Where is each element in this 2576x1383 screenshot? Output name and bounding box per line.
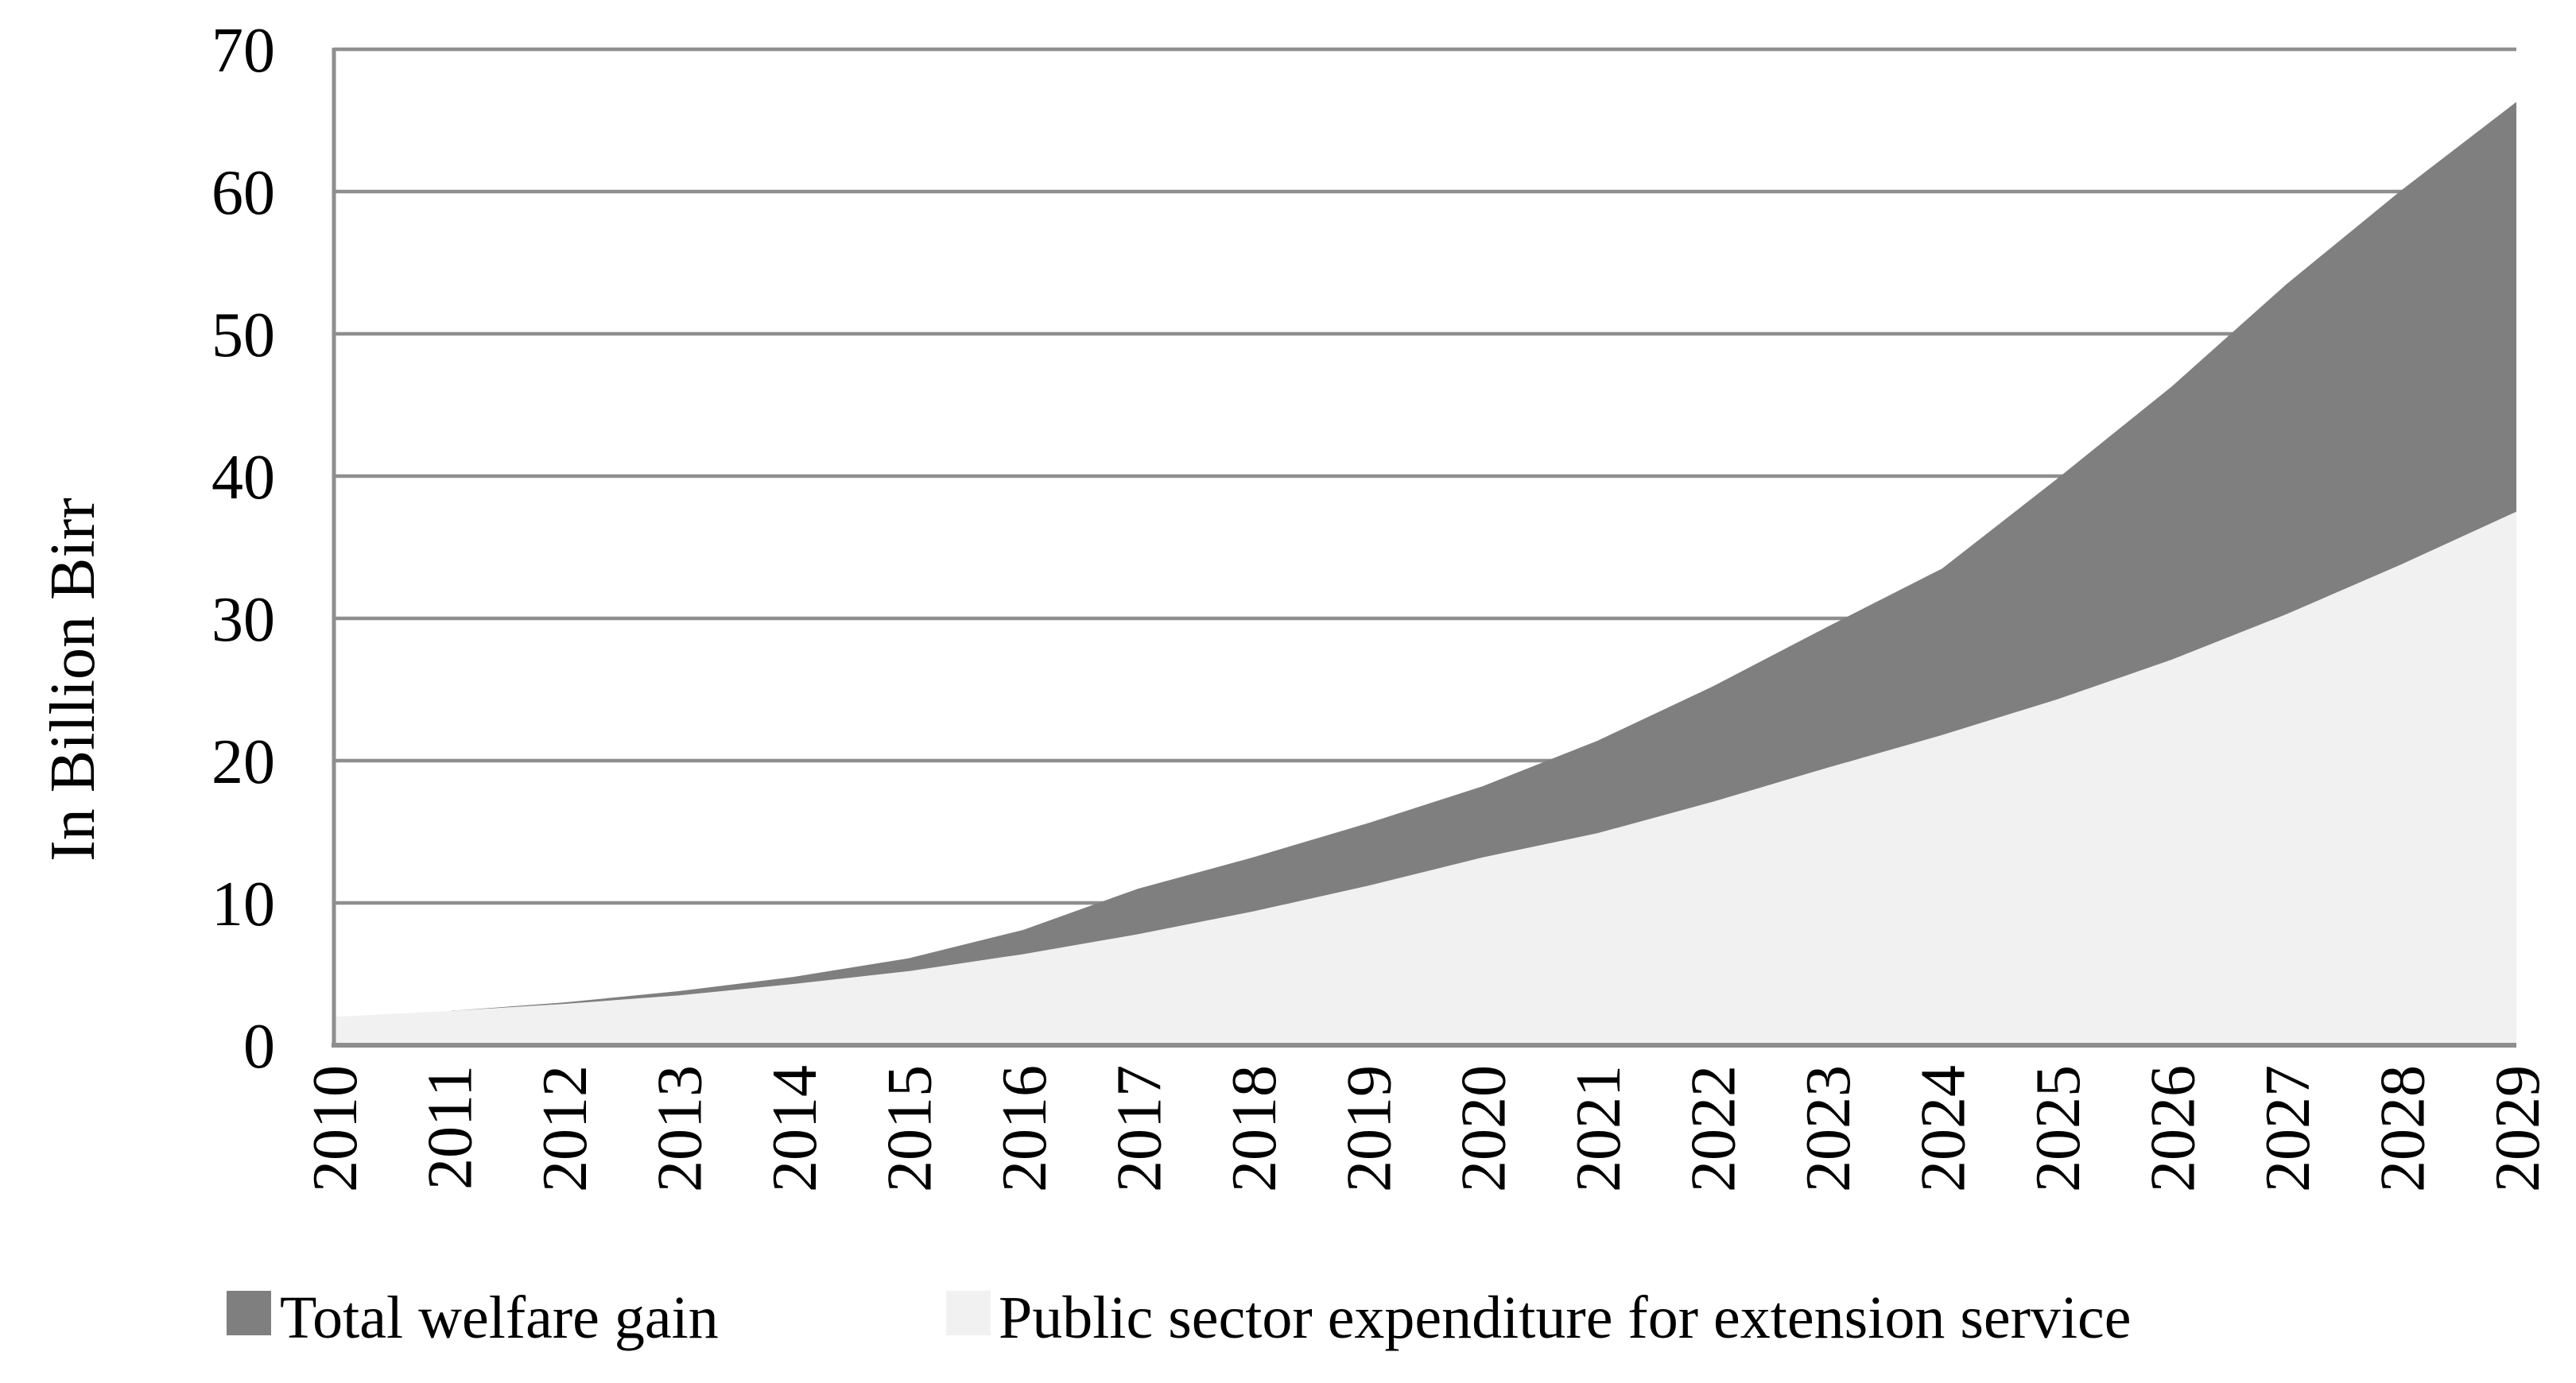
y-tick-label-30: 30 [211,585,275,655]
x-tick-label-2027: 2027 [2253,1065,2323,1192]
y-tick-label-60: 60 [211,158,275,228]
x-tick-label-2020: 2020 [1449,1065,1519,1192]
x-tick-label-2011: 2011 [415,1065,485,1190]
x-tick-label-2028: 2028 [2368,1065,2438,1192]
x-tick-label-2014: 2014 [760,1065,830,1192]
y-tick-label-40: 40 [211,443,275,513]
legend-swatch-public-sector-expenditure [946,1291,991,1335]
y-tick-labels: 0 10 20 30 40 50 60 70 [211,16,275,1082]
x-tick-labels: 2010 2011 2012 2013 2014 2015 2016 2017 2018 2019… [301,1065,2553,1192]
x-tick-label-2029: 2029 [2483,1065,2553,1192]
legend-swatch-total-welfare-gain [227,1291,271,1335]
x-tick-label-2022: 2022 [1679,1065,1749,1192]
x-tick-label-2010: 2010 [301,1065,370,1192]
legend-label-public-sector-expenditure: Public sector expenditure for extension … [999,1284,2132,1351]
area-series-layer [334,102,2516,1045]
x-tick-label-2025: 2025 [2023,1065,2093,1192]
legend-label-total-welfare-gain: Total welfare gain [280,1284,719,1351]
x-tick-label-2013: 2013 [645,1065,715,1192]
x-tick-label-2021: 2021 [1564,1065,1634,1192]
x-tick-label-2016: 2016 [990,1065,1060,1192]
x-tick-label-2019: 2019 [1334,1065,1404,1192]
y-tick-label-70: 70 [211,16,275,86]
area-total-welfare-gain [334,102,2516,1017]
x-tick-label-2023: 2023 [1794,1065,1864,1192]
y-tick-label-10: 10 [211,870,275,939]
y-tick-label-50: 50 [211,300,275,370]
y-tick-label-20: 20 [211,727,275,797]
area-public-sector-expenditure [334,511,2516,1045]
y-tick-label-0: 0 [243,1012,275,1082]
gridlines-layer [334,47,2516,905]
x-tick-label-2018: 2018 [1220,1065,1290,1192]
x-tick-label-2015: 2015 [875,1065,945,1192]
x-tick-label-2024: 2024 [1909,1065,1979,1192]
x-tick-label-2017: 2017 [1104,1065,1174,1192]
x-tick-label-2012: 2012 [530,1065,600,1192]
axes-layer [332,48,2516,1048]
y-axis-title: In Billion Birr [38,498,108,862]
x-tick-label-2026: 2026 [2139,1065,2209,1192]
